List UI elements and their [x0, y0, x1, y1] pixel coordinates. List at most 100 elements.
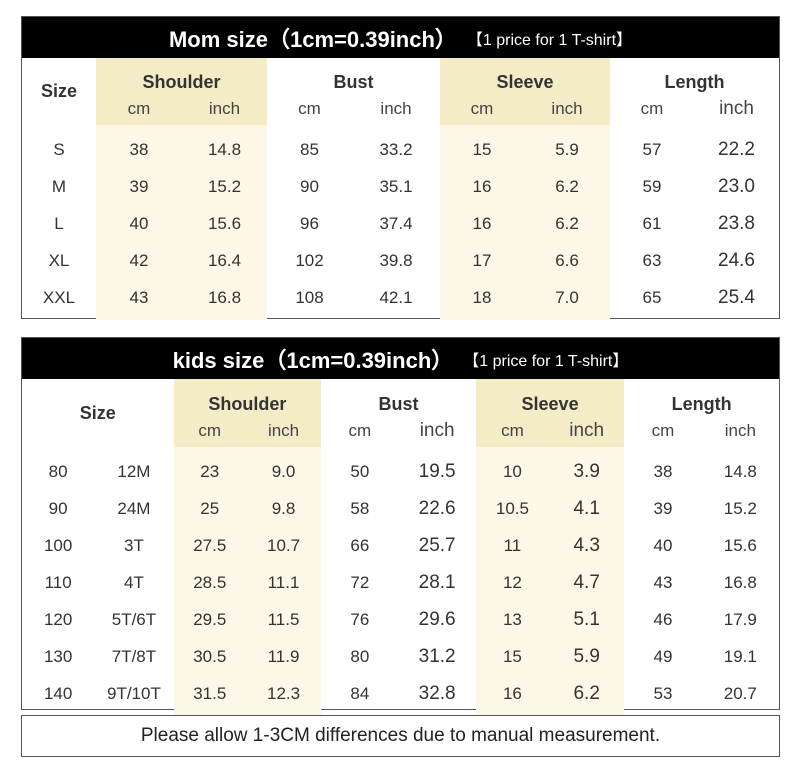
- measure-cell: 80: [350, 646, 370, 666]
- measure-cell: 23: [173, 453, 246, 490]
- measure-cell: 22.2: [718, 138, 755, 160]
- unit-header: inch: [549, 415, 625, 447]
- measure-cell: 39: [653, 498, 673, 518]
- measure-cell: 102: [295, 250, 324, 270]
- spacer-cell: [173, 712, 246, 716]
- size-column-header: Size: [79, 402, 116, 423]
- group-header-bust: Bust: [378, 394, 419, 414]
- measure-cell: 15: [475, 638, 550, 675]
- measure-cell: 31.5: [173, 675, 246, 712]
- unit-header: cm: [440, 93, 525, 125]
- spacer-cell: [475, 447, 550, 453]
- measure-cell: 90: [300, 176, 319, 196]
- measure-cell: 16.8: [182, 279, 268, 316]
- unit-header: cm: [298, 99, 321, 118]
- size-cell: 3T: [124, 535, 144, 555]
- measure-cell: 96: [300, 213, 319, 233]
- unit-header: cm: [173, 415, 246, 447]
- unit-header: inch: [419, 420, 455, 441]
- mom-price-note: 【1 price for 1 T-shirt】: [466, 31, 633, 49]
- spacer-cell: [245, 447, 322, 453]
- measure-cell: 10.7: [245, 527, 322, 564]
- measure-cell: 85: [300, 139, 319, 159]
- unit-header: cm: [640, 99, 664, 118]
- group-header-sleeve: Sleeve: [440, 58, 611, 93]
- size-cell: M: [51, 176, 67, 196]
- size-cell: 140: [43, 683, 73, 703]
- measure-cell: 25.4: [718, 286, 755, 308]
- measure-cell: 38: [653, 461, 673, 481]
- measure-cell: 37.4: [379, 213, 413, 233]
- measure-cell: 15.2: [182, 168, 268, 205]
- spacer-cell: [610, 316, 694, 320]
- measure-cell: 5.9: [549, 638, 625, 675]
- measure-cell: 27.5: [173, 527, 246, 564]
- table-row: XXL 43 16.8 108 42.1 18 7.0 65 25.4: [22, 279, 779, 316]
- measure-cell: 6.6: [524, 242, 611, 279]
- measure-cell: 76: [350, 609, 370, 629]
- measure-cell: 5.1: [549, 601, 625, 638]
- measure-cell: 3.9: [549, 453, 625, 490]
- spacer-cell: [96, 125, 182, 131]
- unit-header-row: cm inch cm inch cm inch cm inch: [22, 415, 779, 447]
- spacer-cell: [549, 447, 625, 453]
- measure-cell: 42.1: [379, 287, 413, 307]
- unit-header: inch: [719, 98, 754, 119]
- padding-row: [22, 712, 779, 716]
- measure-cell: 17.9: [723, 609, 757, 629]
- size-cell: 7T/8T: [111, 646, 157, 666]
- spacer-cell: [96, 316, 182, 320]
- table-row: 140 9T/10T 31.5 12.3 84 32.8 16 6.2 53 20.7: [22, 675, 779, 712]
- measure-cell: 32.8: [418, 682, 456, 704]
- unit-header: inch: [724, 421, 756, 440]
- measure-cell: 11: [475, 527, 550, 564]
- measure-cell: 10.5: [475, 490, 550, 527]
- spacer-cell: [524, 125, 611, 131]
- measure-cell: 25.7: [418, 534, 456, 556]
- measure-cell: 30.5: [173, 638, 246, 675]
- group-header-row: Size Shoulder Bust Sleeve Length: [22, 58, 779, 101]
- table-row: XL 42 16.4 102 39.8 17 6.6 63 24.6: [22, 242, 779, 279]
- measure-cell: 84: [350, 683, 370, 703]
- unit-header: inch: [380, 99, 412, 118]
- table-row: 80 12M 23 9.0 50 19.5 10 3.9 38 14.8: [22, 453, 779, 490]
- measure-cell: 16: [440, 168, 525, 205]
- measure-cell: 6.2: [549, 675, 625, 712]
- measure-cell: 39: [96, 168, 182, 205]
- spacer-cell: [475, 712, 550, 716]
- table-row: 110 4T 28.5 11.1 72 28.1 12 4.7 43 16.8: [22, 564, 779, 601]
- unit-header: cm: [475, 415, 550, 447]
- measure-cell: 40: [653, 535, 673, 555]
- spacer-cell: [267, 316, 352, 320]
- spacer-cell: [182, 316, 268, 320]
- measure-cell: 63: [642, 250, 662, 270]
- measure-cell: 35.1: [379, 176, 413, 196]
- measure-cell: 16.4: [182, 242, 268, 279]
- kids-size-section: kids size（1cm=0.39inch） 【1 price for 1 T…: [21, 337, 780, 716]
- spacer-cell: [182, 125, 268, 131]
- measurement-disclaimer: Please allow 1-3CM differences due to ma…: [21, 715, 780, 757]
- mom-size-title: Mom size（1cm=0.39inch）: [168, 26, 457, 52]
- spacer-cell: [524, 316, 611, 320]
- table-row: 130 7T/8T 30.5 11.9 80 31.2 15 5.9 49 19.1: [22, 638, 779, 675]
- size-cell: 12M: [117, 461, 151, 481]
- measure-cell: 15: [440, 131, 525, 168]
- unit-header: cm: [348, 421, 372, 440]
- measure-cell: 24.6: [718, 249, 755, 271]
- group-header-row: Size Shoulder Bust Sleeve Length: [22, 379, 779, 423]
- mom-size-table: Size Shoulder Bust Sleeve Length cm inch cm inch…: [22, 58, 779, 320]
- measure-cell: 108: [295, 287, 324, 307]
- kids-price-note: 【1 price for 1 T-shirt】: [463, 352, 629, 370]
- measure-cell: 43: [653, 572, 673, 592]
- measure-cell: 23.8: [718, 212, 755, 234]
- measure-cell: 12.3: [245, 675, 322, 712]
- measure-cell: 15.6: [182, 205, 268, 242]
- spacer-row: [22, 447, 779, 453]
- measure-cell: 9.8: [245, 490, 322, 527]
- padding-row: [22, 316, 779, 320]
- measure-cell: 65: [642, 287, 662, 307]
- unit-header: cm: [651, 421, 675, 440]
- spacer-row: [22, 125, 779, 131]
- table-row: M 39 15.2 90 35.1 16 6.2 59 23.0: [22, 168, 779, 205]
- size-cell: 90: [48, 498, 68, 518]
